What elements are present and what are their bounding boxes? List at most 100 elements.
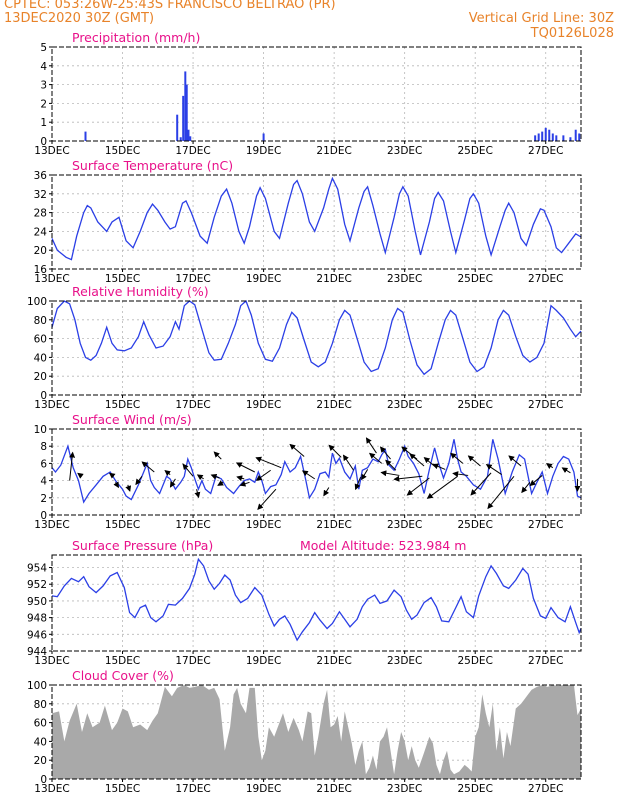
precip-ytick-label: 4 <box>40 61 47 73</box>
temp-xtick-label: 21DEC <box>316 273 351 285</box>
cloud-ytick-label: 40 <box>34 736 47 748</box>
wind-vector <box>485 464 502 475</box>
wind-xtick-label: 17DEC <box>175 519 210 531</box>
cloud-frame <box>51 684 582 780</box>
cloud-xtick-label: 13DEC <box>34 783 69 795</box>
wind-vector <box>354 476 362 491</box>
wind-vector <box>289 443 305 457</box>
wind-ytick-label: 2 <box>40 493 47 505</box>
pres-annotation: Model Altitude: 523.984 m <box>300 538 466 553</box>
wind-frame <box>51 428 582 516</box>
pres-xtick-label: 13DEC <box>34 655 69 667</box>
precip-xtick-label: 15DEC <box>105 145 140 157</box>
temp-frame <box>51 174 582 270</box>
temp-ytick-label: 20 <box>34 245 47 257</box>
precip-ytick-label: 5 <box>40 42 47 54</box>
wind-vector <box>452 471 469 478</box>
wind-vector <box>470 472 492 496</box>
precip-xtick-label: 27DEC <box>528 145 563 157</box>
wind-xtick-label: 19DEC <box>246 519 281 531</box>
rh-xtick-label: 15DEC <box>105 399 140 411</box>
rh-xtick-label: 27DEC <box>528 399 563 411</box>
wind-vector <box>235 462 256 473</box>
wind-vector <box>169 478 176 488</box>
pres-title: Surface Pressure (hPa) <box>72 538 213 553</box>
pres-ytick-label: 944 <box>27 646 47 658</box>
wind-vector <box>108 472 116 479</box>
wind-vector <box>432 463 446 470</box>
wind-vector <box>196 474 204 481</box>
pres-xtick-label: 21DEC <box>316 655 351 667</box>
cloud-ytick-label: 0 <box>40 774 47 786</box>
precip-ytick-label: 1 <box>40 117 47 129</box>
pres-xtick-label: 19DEC <box>246 655 281 667</box>
cloud-xtick-label: 17DEC <box>175 783 210 795</box>
pres-xtick-label: 25DEC <box>457 655 492 667</box>
temp-ytick-label: 36 <box>34 170 48 182</box>
cloud-xtick-label: 15DEC <box>105 783 140 795</box>
precip-xtick-label: 13DEC <box>34 145 69 157</box>
rh-ytick-label: 100 <box>27 296 47 308</box>
precip-bar <box>548 129 551 141</box>
wind-vector <box>521 482 531 494</box>
cloud-xtick-label: 27DEC <box>528 783 563 795</box>
rh-xtick-label: 13DEC <box>34 399 69 411</box>
temp-line <box>51 176 582 261</box>
temp-ytick-label: 28 <box>34 208 47 220</box>
precip-ytick-label: 2 <box>40 98 47 110</box>
cloud-xtick-label: 25DEC <box>457 783 492 795</box>
wind-vector <box>213 451 222 460</box>
rh-xtick-label: 23DEC <box>387 399 422 411</box>
header-station: CPTEC: 053:26W-25:43S FRANCISCO BELTRAO … <box>4 0 336 12</box>
precip-bar <box>574 129 577 141</box>
temp-title: Surface Temperature (nC) <box>72 158 233 173</box>
header-date: 13DEC2020 30Z (GMT) <box>4 11 155 26</box>
cloud-title: Cloud Cover (%) <box>72 668 174 683</box>
wind-vector <box>342 454 354 471</box>
wind-xtick-label: 25DEC <box>457 519 492 531</box>
precip-bar <box>179 137 182 141</box>
cloud-xtick-label: 21DEC <box>316 783 351 795</box>
wind-vector <box>368 452 383 464</box>
header-grid-line: Vertical Grid Line: 30Z <box>468 11 614 26</box>
cloud-cover-area <box>52 685 581 779</box>
pres-xtick-label: 15DEC <box>105 655 140 667</box>
rh-ytick-label: 0 <box>40 390 47 402</box>
temp-ytick-label: 32 <box>34 189 47 201</box>
wind-vector <box>529 475 543 487</box>
wind-ytick-label: 6 <box>40 458 47 470</box>
wind-vector <box>467 455 481 467</box>
pres-ytick-label: 952 <box>27 579 47 591</box>
wind-vector <box>141 461 155 473</box>
temp-xtick-label: 15DEC <box>105 273 140 285</box>
cloud-ytick-label: 80 <box>34 699 47 711</box>
pres-xtick-label: 17DEC <box>175 655 210 667</box>
wind-vector <box>379 446 391 460</box>
cloud-xtick-label: 23DEC <box>387 783 422 795</box>
precip-xtick-label: 25DEC <box>457 145 492 157</box>
wind-xtick-label: 15DEC <box>105 519 140 531</box>
rh-ytick-label: 40 <box>34 352 47 364</box>
rh-xtick-label: 21DEC <box>316 399 351 411</box>
wind-vector <box>236 475 245 482</box>
precip-xtick-label: 19DEC <box>246 145 281 157</box>
temp-ytick-label: 16 <box>34 264 48 276</box>
pres-xtick-label: 27DEC <box>528 655 563 667</box>
wind-vector <box>365 437 377 454</box>
temp-xtick-label: 23DEC <box>387 273 422 285</box>
rh-ytick-label: 20 <box>34 371 47 383</box>
cloud-xtick-label: 19DEC <box>246 783 281 795</box>
wind-vector <box>113 481 119 489</box>
temp-xtick-label: 17DEC <box>175 273 210 285</box>
temp-xtick-label: 19DEC <box>246 273 281 285</box>
wind-vector <box>255 469 271 481</box>
wind-vector <box>426 475 458 499</box>
temp-xtick-label: 27DEC <box>528 273 563 285</box>
wind-vector <box>164 469 171 477</box>
wind-vector <box>239 480 250 487</box>
precip-bar <box>84 131 87 141</box>
temp-xtick-label: 25DEC <box>457 273 492 285</box>
precip-ytick-label: 0 <box>40 136 47 148</box>
temp-xtick-label: 13DEC <box>34 273 69 285</box>
pres-frame <box>51 554 582 652</box>
